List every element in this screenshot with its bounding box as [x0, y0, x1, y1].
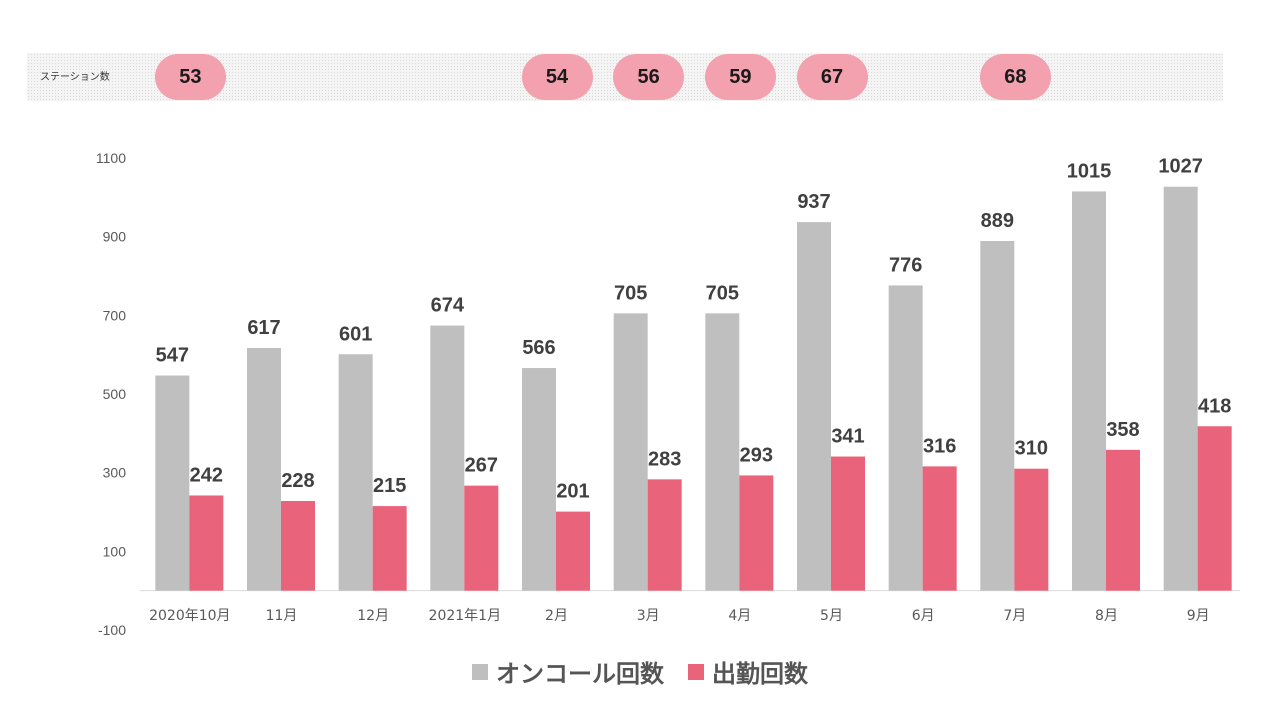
data-label-dispatch: 215 [373, 475, 406, 497]
bar-oncall [1163, 186, 1198, 591]
bar-dispatch [556, 511, 590, 591]
data-label-oncall: 674 [431, 295, 465, 317]
bar-oncall [338, 354, 373, 591]
data-label-oncall: 937 [797, 191, 830, 213]
bar-oncall [522, 368, 556, 591]
x-tick-label: 6月 [912, 608, 935, 624]
data-label-oncall: 547 [156, 345, 189, 367]
station-count-pill: 67 [796, 54, 868, 100]
station-count-label: ステーション数 [40, 72, 110, 83]
legend-item-dispatch: 出勤回数 [688, 654, 808, 689]
data-label-oncall: 601 [339, 323, 372, 345]
station-count-pill: 68 [979, 54, 1051, 100]
data-label-oncall: 617 [247, 317, 280, 339]
station-count-pill: 56 [613, 54, 685, 100]
x-tick-label: 2021年1月 [429, 608, 502, 624]
bar-oncall [430, 325, 465, 591]
x-tick-label: 11月 [266, 608, 298, 624]
legend-label-dispatch: 出勤回数 [712, 660, 808, 688]
x-tick-label: 2月 [545, 608, 568, 624]
y-tick-label: 300 [103, 465, 127, 481]
station-count-pill: 53 [154, 54, 226, 100]
data-label-dispatch: 293 [740, 444, 773, 466]
data-label-oncall: 776 [889, 254, 922, 276]
y-tick-label: 100 [103, 543, 127, 559]
x-tick-label: 12月 [357, 608, 389, 624]
y-tick-label: 500 [103, 386, 127, 402]
data-label-dispatch: 358 [1106, 419, 1139, 441]
data-label-oncall: 705 [706, 282, 739, 304]
data-label-dispatch: 418 [1198, 395, 1231, 417]
y-tick-label: -100 [98, 622, 126, 638]
data-label-dispatch: 283 [648, 448, 681, 470]
bar-oncall [247, 347, 281, 591]
data-label-oncall: 889 [981, 210, 1014, 232]
bar-oncall [705, 313, 740, 591]
y-tick-label: 700 [103, 307, 127, 323]
legend-item-oncall: オンコール回数 [472, 654, 664, 689]
x-tick-label: 3月 [637, 608, 660, 624]
bar-dispatch [739, 475, 774, 591]
data-label-dispatch: 341 [831, 426, 864, 448]
bar-dispatch [1106, 449, 1140, 591]
bar-dispatch [189, 495, 224, 591]
bar-dispatch [922, 466, 957, 591]
bar-dispatch [372, 506, 407, 591]
station-count-pill: 54 [521, 54, 593, 100]
bar-dispatch [831, 456, 865, 591]
bar-dispatch [1197, 426, 1232, 591]
x-tick-label: 5月 [820, 608, 843, 624]
x-tick-label: 2020年10月 [149, 608, 230, 624]
bar-dispatch [1014, 468, 1049, 591]
data-label-oncall: 1015 [1067, 160, 1112, 182]
data-label-dispatch: 201 [556, 481, 589, 503]
bar-dispatch [647, 479, 682, 591]
data-label-dispatch: 228 [281, 470, 314, 492]
bar-oncall [155, 375, 190, 591]
data-label-oncall: 566 [522, 337, 555, 359]
bar-dispatch [281, 500, 315, 591]
station-count-pill: 59 [704, 54, 776, 100]
bar-oncall [980, 240, 1015, 591]
data-label-dispatch: 242 [190, 464, 223, 486]
y-tick-label: 1100 [96, 150, 126, 166]
x-tick-label: 4月 [728, 608, 751, 624]
data-label-dispatch: 267 [465, 455, 498, 477]
legend-swatch-oncall [472, 663, 488, 680]
data-label-dispatch: 316 [923, 435, 956, 457]
legend-swatch-dispatch [688, 663, 704, 680]
bar-oncall [797, 222, 831, 591]
data-label-dispatch: 310 [1015, 438, 1048, 460]
x-tick-label: 9月 [1187, 608, 1210, 624]
data-label-oncall: 1027 [1158, 156, 1203, 178]
legend-label-oncall: オンコール回数 [496, 660, 664, 688]
bar-oncall [1072, 191, 1106, 591]
bar-oncall [888, 285, 923, 591]
x-tick-label: 8月 [1095, 608, 1118, 624]
data-label-oncall: 705 [614, 282, 647, 304]
chart-legend: オンコール回数 出勤回数 [0, 654, 1280, 689]
y-tick-label: 900 [103, 229, 127, 245]
bar-dispatch [464, 485, 499, 591]
bar-oncall [613, 313, 648, 591]
x-tick-label: 7月 [1003, 608, 1026, 624]
